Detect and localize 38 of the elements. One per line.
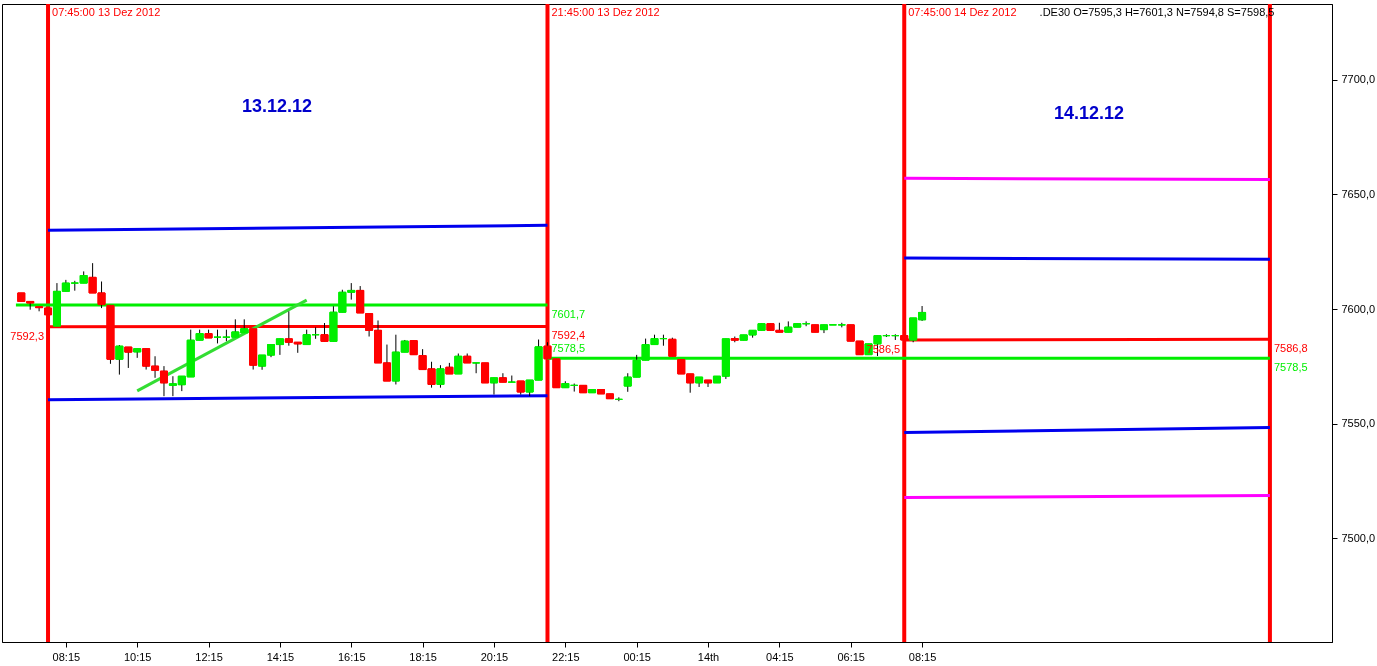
x-tick-label: 08:15 (908, 650, 937, 663)
y-tick-label: 7500,0 (1341, 531, 1376, 544)
y-tick-label: 7650,0 (1341, 187, 1376, 200)
x-tick-label: 04:15 (766, 650, 794, 663)
data-label: 7592,4 (551, 329, 586, 342)
candlestick (454, 353, 463, 375)
candlestick (489, 377, 498, 396)
candlestick (436, 364, 445, 389)
candlestick (668, 337, 677, 357)
candlestick (115, 344, 124, 376)
candlestick (802, 320, 811, 327)
x-tick-label: 10:15 (123, 650, 152, 663)
annotation: 13.12.12 (241, 96, 313, 116)
x-tick-label: 18:15 (409, 650, 437, 663)
candlestick (159, 365, 168, 397)
annotation: 14.12.12 (1053, 103, 1125, 123)
x-tick-label: 20:15 (480, 650, 509, 663)
data-label: 7578,5 (551, 342, 586, 355)
ref-line-label: 07:45:00 13 Dez 2012 (52, 6, 161, 18)
x-tick-label: 06:15 (837, 650, 865, 663)
y-tick-label: 7700,0 (1341, 73, 1376, 86)
candlestick (481, 362, 490, 384)
x-tick-label: 16:15 (338, 650, 366, 663)
data-label: 7578,5 (1273, 361, 1308, 374)
candlestick (124, 346, 133, 369)
x-tick-label: 08:15 (52, 650, 81, 663)
x-tick-label: 22:15 (552, 650, 580, 663)
x-tick-label: 14:15 (266, 650, 295, 663)
ref-line-label: 21:45:00 13 Dez 2012 (551, 6, 660, 18)
y-tick-label: 7550,0 (1341, 417, 1376, 430)
ref-line-label: 07:45:00 14 Dez 2012 (908, 6, 1017, 18)
x-tick-label: 14th (697, 650, 720, 663)
data-label: 7592,3 (10, 329, 45, 342)
x-tick-label: 00:15 (623, 650, 651, 663)
data-label: 7601,7 (551, 308, 586, 321)
x-tick-label: 12:15 (195, 650, 223, 663)
y-tick-label: 7600,0 (1341, 302, 1376, 315)
data-label: 7586,8 (1273, 342, 1308, 355)
